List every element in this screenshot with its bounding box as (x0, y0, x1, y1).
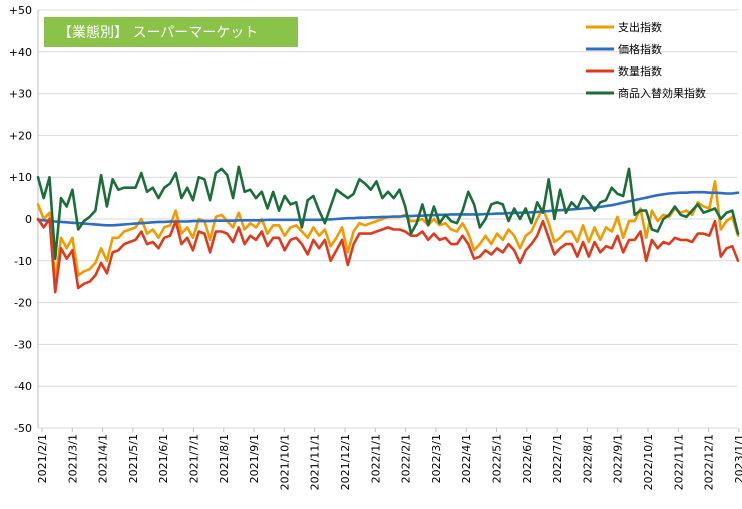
x-tick-label: 2022/4/1 (460, 434, 473, 483)
y-tick-label: +40 (9, 46, 32, 59)
x-tick-label: 2022/11/1 (672, 434, 685, 490)
y-tick-label: -20 (14, 297, 32, 310)
x-tick-label: 2021/6/1 (157, 434, 170, 483)
x-tick-label: 2022/7/1 (551, 434, 564, 483)
series-line-1 (36, 190, 740, 227)
series-line-3 (36, 165, 740, 261)
legend-label-3: 商品入替効果指数 (618, 86, 706, 100)
x-tick-label: 2021/2/1 (36, 434, 49, 483)
series-lines (36, 165, 740, 294)
x-tick-label: 2022/2/1 (400, 434, 413, 483)
x-tick-label: 2022/10/1 (642, 434, 655, 490)
x-tick-label: 2022/6/1 (521, 434, 534, 483)
x-tick-label: 2022/1/1 (369, 434, 382, 483)
x-tick-label: 2022/8/1 (581, 434, 594, 483)
y-tick-label: 0 (25, 213, 32, 226)
x-tick-label: 2022/9/1 (612, 434, 625, 483)
y-tick-label: -10 (14, 255, 32, 268)
y-tick-label: -50 (14, 422, 32, 435)
x-tick-label: 2021/8/1 (218, 434, 231, 483)
y-tick-label: +20 (9, 129, 32, 142)
x-tick-label: 2021/5/1 (127, 434, 140, 483)
x-tick-label: 2021/12/1 (339, 434, 352, 490)
chart-title-box: 【業態別】 スーパーマーケット (44, 17, 298, 47)
x-tick-label: 2023/1/1 (733, 434, 742, 483)
x-tick-label: 2022/3/1 (430, 434, 443, 483)
x-tick-label: 2021/7/1 (188, 434, 201, 483)
x-tick-label: 2022/12/1 (703, 434, 716, 490)
chart-title: 【業態別】 スーパーマーケット (58, 25, 258, 41)
x-tick-label: 2021/11/1 (309, 434, 322, 490)
x-tick-label: 2021/10/1 (278, 434, 291, 490)
x-tick-label: 2022/5/1 (491, 434, 504, 483)
x-axis: 2021/2/1 2021/3/1 2021/4/1 2021/5/1 2021/6/1… (36, 428, 742, 490)
legend-label-1: 価格指数 (618, 42, 662, 56)
x-tick-label: 2021/9/1 (248, 434, 261, 483)
y-tick-label: -30 (14, 338, 32, 351)
legend-label-0: 支出指数 (618, 20, 662, 34)
y-tick-label: +10 (9, 171, 32, 184)
y-tick-label: -40 (14, 380, 32, 393)
series-line-2 (36, 217, 740, 294)
y-tick-label: +30 (9, 88, 32, 101)
grid (38, 9, 738, 429)
x-tick-label: 2021/3/1 (66, 434, 79, 483)
y-tick-label: +50 (9, 4, 32, 17)
y-axis: +50 +40 +30 +20 +10 0 -10 -20 -30 -40 -50 (9, 4, 39, 435)
legend-label-2: 数量指数 (618, 64, 662, 78)
x-tick-label: 2021/4/1 (97, 434, 110, 483)
